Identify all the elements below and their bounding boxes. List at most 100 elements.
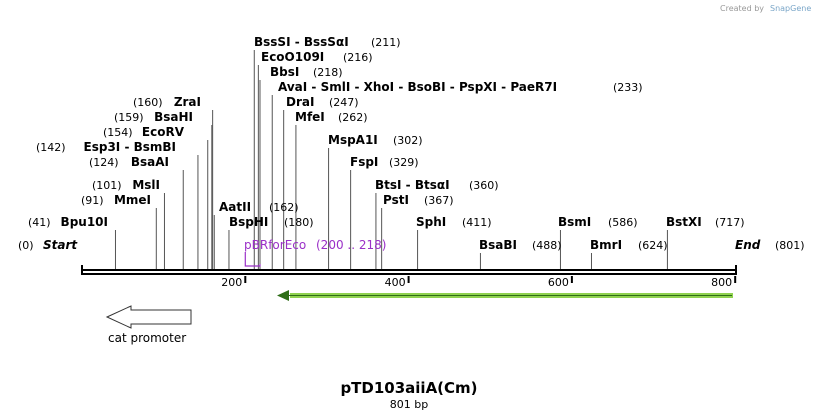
enzyme-site[interactable]: EcoO109I (216): [261, 50, 373, 64]
construct-name: pTD103aiiA(Cm): [340, 379, 477, 397]
site-labels: BssSI - BssSαI (211) EcoO109I (216) BbsI…: [18, 35, 805, 252]
site-position: (154): [103, 126, 133, 139]
snapgene-logo: SnapGene: [770, 4, 811, 13]
site-name[interactable]: BtsI - BtsαI: [375, 178, 450, 192]
construct-size: 801 bp: [390, 398, 428, 411]
enzyme-site[interactable]: (160) ZraI: [133, 95, 201, 109]
site-name[interactable]: AatII: [219, 200, 251, 214]
site-position: (247): [329, 96, 359, 109]
site-position: (101): [92, 179, 122, 192]
site-name[interactable]: MfeI: [295, 110, 325, 124]
backbone-bottom-strand: [82, 273, 736, 275]
feature-cat-promoter[interactable]: cat promoter: [105, 305, 192, 345]
backbone: [81, 265, 737, 275]
enzyme-site[interactable]: AatII (162): [219, 200, 299, 214]
enzyme-site[interactable]: AvaI - SmlI - XhoI - BsoBI - PspXI - Pae…: [278, 80, 643, 94]
enzyme-site[interactable]: DraI (247): [286, 95, 359, 109]
site-position: (586): [608, 216, 638, 229]
site-name[interactable]: BsaAI: [131, 155, 169, 169]
site-name[interactable]: MspA1I: [328, 133, 378, 147]
enzyme-site[interactable]: (159) BsaHI: [114, 110, 193, 124]
primer-pbrforeco[interactable]: pBRforEco (200 .. 218): [244, 238, 386, 267]
enzyme-site[interactable]: BsaBI (488): [479, 238, 562, 252]
site-position: (180): [284, 216, 314, 229]
enzyme-site[interactable]: MfeI (262): [295, 110, 368, 124]
enzyme-site[interactable]: BstXI (717): [666, 215, 745, 229]
site-name[interactable]: EcoRV: [142, 125, 185, 139]
site-name[interactable]: SphI: [416, 215, 446, 229]
enzyme-site[interactable]: MspA1I (302): [328, 133, 423, 147]
enzyme-site[interactable]: BtsI - BtsαI (360): [375, 178, 499, 192]
site-name[interactable]: ZraI: [174, 95, 201, 109]
enzyme-site[interactable]: BspHI (180): [229, 215, 314, 229]
site-position: (360): [469, 179, 499, 192]
site-name[interactable]: BsaHI: [154, 110, 193, 124]
ruler-tick-label: 800: [711, 276, 732, 289]
site-position: (91): [81, 194, 104, 207]
site-position: (302): [393, 134, 423, 147]
site-name[interactable]: BstXI: [666, 215, 702, 229]
site-position: (216): [343, 51, 373, 64]
enzyme-site[interactable]: SphI (411): [416, 215, 492, 229]
primer-marker[interactable]: [244, 252, 261, 267]
site-name[interactable]: BmrI: [590, 238, 622, 252]
enzyme-site[interactable]: BsmI (586): [558, 215, 638, 229]
site-position: (160): [133, 96, 163, 109]
site-position: (233): [613, 81, 643, 94]
enzyme-site[interactable]: (101) MslI: [92, 178, 160, 192]
site-position: (367): [424, 194, 454, 207]
enzyme-site[interactable]: BssSI - BssSαI (211): [254, 35, 401, 49]
site-name[interactable]: BsaBI: [479, 238, 517, 252]
ruler-tick-label: 600: [548, 276, 569, 289]
ruler-tick-label: 400: [385, 276, 406, 289]
site-name[interactable]: AvaI - SmlI - XhoI - BsoBI - PspXI - Pae…: [278, 80, 557, 94]
site-position: (211): [371, 36, 401, 49]
site-name[interactable]: DraI: [286, 95, 314, 109]
enzyme-site[interactable]: (124) BsaAI: [89, 155, 169, 169]
ruler-tick-label: 200: [221, 276, 242, 289]
site-connector-lines: [114, 50, 668, 269]
enzyme-site[interactable]: (41) Bpu10I: [28, 215, 108, 229]
site-name[interactable]: BbsI: [270, 65, 299, 79]
sequence-start: (0) Start: [18, 238, 78, 252]
site-position: (411): [462, 216, 492, 229]
arrow-left-icon: [277, 290, 289, 301]
site-name[interactable]: BspHI: [229, 215, 268, 229]
credit-text: Created by: [720, 4, 764, 13]
site-name[interactable]: Bpu10I: [61, 215, 108, 229]
site-position: (159): [114, 111, 144, 124]
promoter-label: cat promoter: [108, 331, 186, 345]
site-position: (488): [532, 239, 562, 252]
site-position: (329): [389, 156, 419, 169]
site-name[interactable]: PstI: [383, 193, 409, 207]
enzyme-site[interactable]: PstI (367): [383, 193, 454, 207]
backbone-top-strand: [82, 269, 736, 271]
site-position: (124): [89, 156, 119, 169]
site-name[interactable]: BsmI: [558, 215, 591, 229]
site-position: (624): [638, 239, 668, 252]
enzyme-site[interactable]: BbsI (218): [270, 65, 343, 79]
primer-name[interactable]: pBRforEco: [244, 238, 306, 252]
ruler: 200 400 600 800: [221, 276, 737, 289]
site-name[interactable]: MslI: [132, 178, 160, 192]
site-name[interactable]: FspI: [350, 155, 378, 169]
site-name[interactable]: BssSI - BssSαI: [254, 35, 349, 49]
promoter-arrow-icon[interactable]: [105, 305, 192, 329]
primer-range: (200 .. 218): [316, 238, 386, 252]
site-name[interactable]: MmeI: [114, 193, 151, 207]
sequence-end: End (801): [735, 238, 805, 252]
site-name[interactable]: EcoO109I: [261, 50, 324, 64]
enzyme-site[interactable]: (142) Esp3I - BsmBI: [36, 140, 176, 154]
enzyme-site[interactable]: BmrI (624): [590, 238, 668, 252]
start-label: Start: [43, 238, 78, 252]
end-position: (801): [775, 239, 805, 252]
enzyme-site[interactable]: (91) MmeI: [81, 193, 151, 207]
site-name[interactable]: Esp3I - BsmBI: [84, 140, 176, 154]
site-position: (142): [36, 141, 66, 154]
feature-green-orf[interactable]: [277, 290, 733, 301]
enzyme-site[interactable]: FspI (329): [350, 155, 419, 169]
enzyme-site[interactable]: (154) EcoRV: [103, 125, 185, 139]
start-position: (0): [18, 239, 34, 252]
site-position: (41): [28, 216, 51, 229]
